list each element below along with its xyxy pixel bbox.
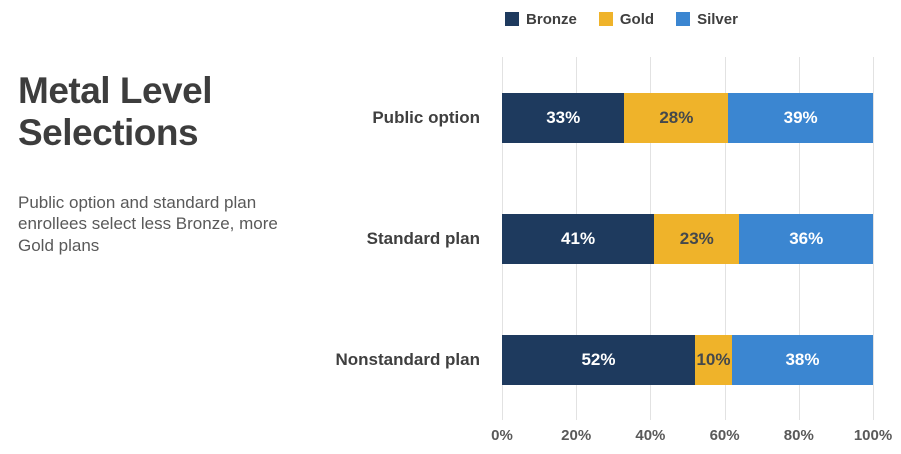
x-tick-0pct: 0% (491, 427, 513, 444)
plot-area: Public option 33% 28% 39% Standard plan 41% 23… (330, 57, 874, 420)
bar-row-1: Public option 33% 28% 39% (330, 57, 873, 178)
bar-track: 41% 23% 36% (502, 213, 873, 264)
bar-value-label: 38% (785, 349, 820, 369)
page-subtitle: Public option and standard plan enrollee… (18, 192, 278, 256)
bar-row-2: Standard plan 41% 23% 36% (330, 178, 873, 299)
bar-value-label: 36% (789, 228, 824, 248)
legend-swatch-bronze-icon (505, 12, 520, 26)
bar-value-label: 33% (546, 107, 581, 127)
bar-value-label: 39% (783, 107, 818, 127)
bar-segment-bronze[interactable]: 52% (502, 334, 695, 385)
legend-item-silver[interactable]: Silver (676, 11, 738, 28)
legend-item-bronze[interactable]: Bronze (505, 11, 577, 28)
gridline-100 (873, 57, 874, 420)
bar-value-label: 41% (561, 228, 596, 248)
bar-track: 52% 10% 38% (502, 334, 873, 385)
bar-value-label: 10% (696, 349, 731, 369)
bar-segment-bronze[interactable]: 41% (502, 213, 655, 264)
legend-swatch-gold-icon (598, 12, 613, 26)
legend-swatch-silver-icon (676, 12, 691, 26)
category-label: Nonstandard plan (335, 349, 480, 369)
legend-label-gold: Gold (619, 10, 655, 28)
x-tick-80pct: 80% (783, 427, 814, 444)
x-tick-100pct: 100% (853, 427, 893, 444)
bar-segment-gold[interactable]: 23% (654, 213, 740, 264)
page-title: Metal Level Selections (18, 70, 212, 153)
bar-segment-silver[interactable]: 38% (732, 334, 873, 385)
text-panel: Metal Level Selections Public option and… (18, 70, 323, 257)
bar-rows: Public option 33% 28% 39% Standard plan 41% 23… (330, 57, 873, 420)
legend-item-gold[interactable]: Gold (598, 10, 655, 28)
stacked-bar-chart: Bronze Gold Silver Public option 33% 28% 39% S… (330, 6, 892, 448)
bar-value-label: 28% (659, 107, 694, 127)
bar-segment-gold[interactable]: 28% (624, 92, 729, 143)
bar-segment-bronze[interactable]: 33% (502, 92, 625, 143)
bar-value-label: 23% (679, 228, 714, 248)
bar-segment-gold[interactable]: 10% (694, 334, 732, 385)
bar-track: 33% 28% 39% (502, 92, 873, 143)
legend-label-bronze: Bronze (526, 10, 577, 28)
category-label: Public option (372, 107, 480, 127)
legend-label-silver: Silver (697, 10, 738, 28)
bar-segment-silver[interactable]: 36% (739, 213, 873, 264)
legend: Bronze Gold Silver (370, 6, 873, 32)
bar-segment-silver[interactable]: 39% (728, 92, 873, 143)
x-tick-40pct: 40% (635, 427, 666, 444)
category-label: Standard plan (366, 228, 480, 248)
bar-value-label: 52% (581, 349, 616, 369)
x-tick-60pct: 60% (709, 427, 740, 444)
bar-row-3: Nonstandard plan 52% 10% 38% (330, 299, 873, 420)
x-tick-20pct: 20% (561, 427, 592, 444)
x-axis: 0% 20% 40% 60% 80% 100% (491, 420, 892, 448)
